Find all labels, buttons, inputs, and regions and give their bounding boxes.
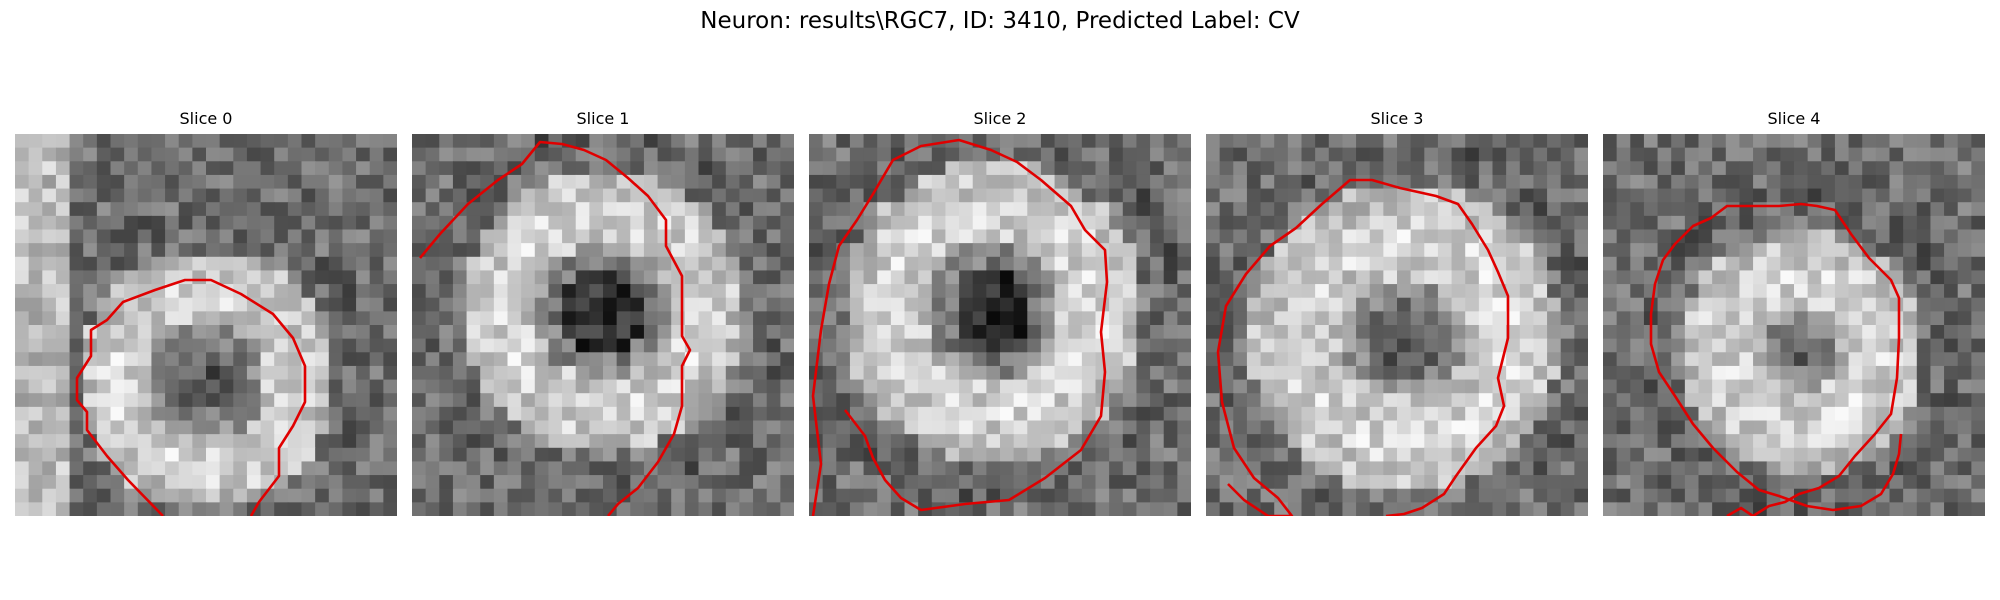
panel-title-slice-3: Slice 3 (1370, 109, 1424, 128)
slice-3-contour (1216, 178, 1510, 516)
slice-4-contour (1649, 202, 1903, 516)
figure-title: Neuron: results\RGC7, ID: 3410, Predicte… (700, 8, 1300, 34)
slice-3-image (1206, 134, 1588, 516)
slice-0-image (15, 134, 397, 516)
panel-title-slice-4: Slice 4 (1767, 109, 1821, 128)
slice-1-contour (419, 140, 692, 516)
slice-0-contour (75, 278, 307, 516)
slice-1-image (412, 134, 794, 516)
panel-title-slice-0: Slice 0 (179, 109, 233, 128)
panel-title-slice-1: Slice 1 (576, 109, 630, 128)
slice-4-image (1603, 134, 1985, 516)
slice-2-contour (811, 138, 1109, 516)
panel-title-slice-2: Slice 2 (973, 109, 1027, 128)
slice-2-image (809, 134, 1191, 516)
